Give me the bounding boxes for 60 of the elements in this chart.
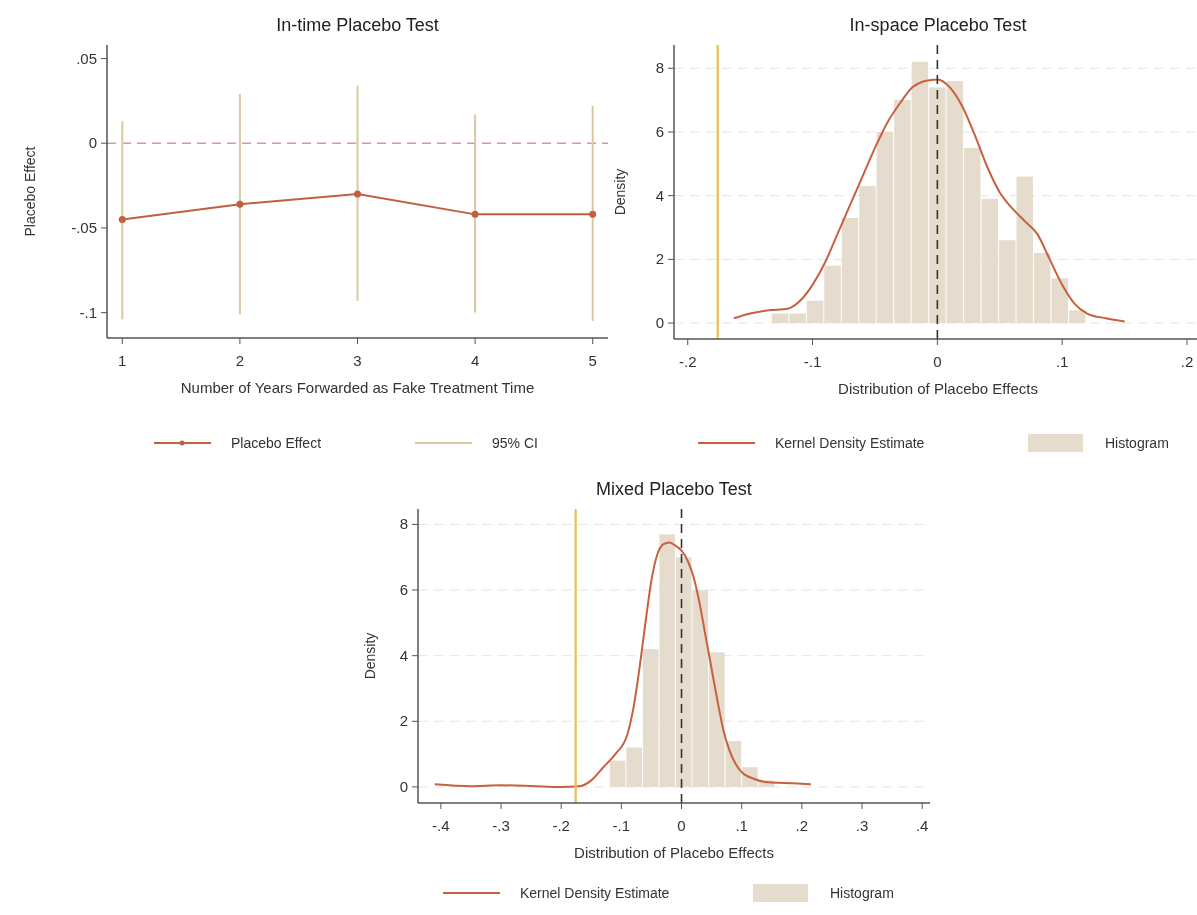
y-tick-label: 8 bbox=[655, 59, 664, 77]
bar bbox=[356, 85, 359, 301]
x-tick-label: .1 bbox=[735, 817, 748, 834]
y-tick-label: 6 bbox=[399, 581, 408, 599]
x-tick-label: 5 bbox=[588, 352, 597, 369]
x-tick-label: -.4 bbox=[432, 817, 450, 834]
bar bbox=[238, 94, 241, 315]
x-tick-label: 1 bbox=[118, 352, 127, 369]
legend-label: Histogram bbox=[830, 885, 894, 901]
x-axis-title: Distribution of Placebo Effects bbox=[838, 380, 1038, 397]
y-tick-label: 0 bbox=[399, 777, 408, 795]
point bbox=[589, 210, 597, 218]
x-tick-label: -.1 bbox=[612, 817, 631, 834]
y-tick-label: 4 bbox=[399, 646, 408, 664]
x-tick-label: .3 bbox=[855, 817, 869, 834]
y-tick-label: 0 bbox=[88, 134, 97, 152]
x-tick-label: 2 bbox=[235, 352, 245, 369]
y-axis-title: Placebo Effect bbox=[22, 146, 38, 237]
legend-label: 95% CI bbox=[492, 435, 538, 451]
y-tick-label: -.1 bbox=[79, 303, 97, 321]
bar bbox=[474, 114, 477, 313]
y-tick-label: 0 bbox=[655, 314, 664, 332]
x-tick-label: .2 bbox=[1180, 353, 1194, 370]
legend-label: Placebo Effect bbox=[231, 435, 322, 451]
point bbox=[236, 200, 244, 208]
point bbox=[118, 215, 126, 223]
x-tick-label: -.2 bbox=[678, 353, 697, 370]
x-axis-title: Number of Years Forwarded as Fake Treatment Time bbox=[180, 379, 535, 396]
y-tick-label: .05 bbox=[76, 49, 97, 67]
y-tick-label: -.05 bbox=[71, 218, 97, 236]
bar bbox=[591, 105, 594, 322]
point bbox=[471, 210, 479, 218]
y-tick-label: 4 bbox=[655, 186, 664, 204]
line-series bbox=[433, 541, 812, 788]
x-tick-label: -.2 bbox=[552, 817, 570, 834]
x-tick-label: 0 bbox=[677, 817, 686, 834]
bar bbox=[121, 121, 124, 320]
x-tick-label: -.3 bbox=[492, 817, 510, 834]
point bbox=[354, 190, 361, 198]
y-axis-title: Density bbox=[612, 168, 628, 216]
chart-title: In-time Placebo Test bbox=[276, 15, 439, 35]
y-tick-label: 2 bbox=[399, 712, 408, 730]
legend-label: Kernel Density Estimate bbox=[775, 435, 925, 451]
x-tick-label: .4 bbox=[915, 817, 929, 834]
x-tick-label: -.1 bbox=[803, 353, 822, 370]
x-tick-label: .1 bbox=[1055, 353, 1069, 370]
chart-title: Mixed Placebo Test bbox=[596, 479, 752, 499]
y-tick-label: 6 bbox=[655, 122, 664, 140]
legend-label: Kernel Density Estimate bbox=[520, 885, 670, 901]
line-series bbox=[732, 78, 1126, 323]
y-axis-title: Density bbox=[362, 632, 378, 680]
x-tick-label: 0 bbox=[933, 353, 942, 370]
x-tick-label: 3 bbox=[353, 352, 362, 369]
y-tick-label: 8 bbox=[399, 515, 408, 533]
x-tick-label: 4 bbox=[470, 352, 480, 369]
x-tick-label: .2 bbox=[795, 817, 809, 834]
legend-label: Histogram bbox=[1105, 435, 1169, 451]
chart-title: In-space Placebo Test bbox=[849, 15, 1027, 35]
x-axis-title: Distribution of Placebo Effects bbox=[574, 844, 774, 861]
y-tick-label: 2 bbox=[655, 250, 664, 268]
